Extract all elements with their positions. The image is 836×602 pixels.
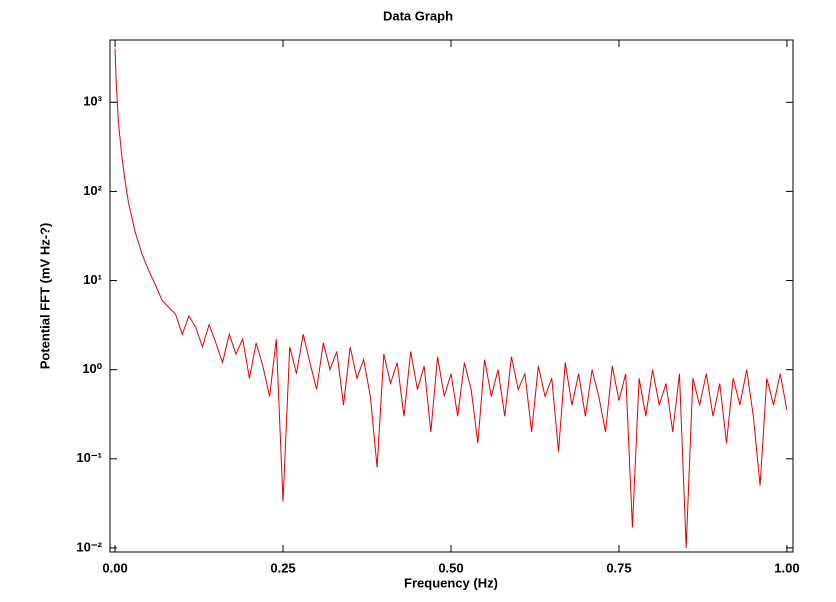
y-tick-label: 10⁻¹ — [76, 450, 102, 465]
y-tick-label: 10³ — [83, 94, 102, 109]
x-tick-label: 1.00 — [774, 560, 799, 575]
data-line — [114, 48, 788, 548]
y-tick-label: 10² — [83, 183, 102, 198]
x-tick-label: 0.75 — [606, 560, 631, 575]
y-tick-label: 10⁻² — [76, 539, 102, 554]
plot-frame — [109, 39, 794, 553]
x-tick-label: 0.25 — [270, 560, 295, 575]
x-tick-label: 0.50 — [438, 560, 463, 575]
chart-title: Data Graph — [383, 8, 453, 23]
y-tick-label: 10¹ — [83, 272, 102, 287]
x-axis-label: Frequency (Hz) — [404, 575, 498, 590]
y-tick-label: 10⁰ — [82, 361, 102, 376]
x-tick-label: 0.00 — [102, 560, 127, 575]
y-axis-label: Potential FFT (mV Hz-?) — [37, 223, 52, 370]
